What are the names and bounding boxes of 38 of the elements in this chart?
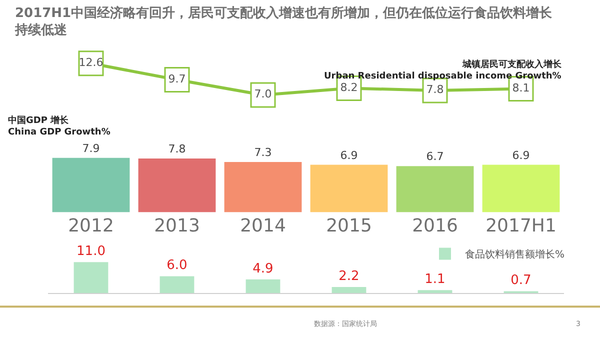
bar: [138, 158, 216, 212]
data-label: 8.2: [340, 80, 358, 94]
text: 中国GDP 增长 China GDP Growth%: [8, 115, 110, 138]
data-label: 8.1: [512, 82, 530, 95]
data-label: 4.9: [252, 261, 274, 276]
x-tick-label: 2016: [412, 215, 458, 236]
series-label: 城镇居民可支配收入增长 Urban Residential disposable income Growth%: [324, 59, 562, 82]
bar: [52, 158, 130, 212]
data-label: 2.2: [338, 268, 360, 284]
legend-label: 食品饮料销售额增长%: [465, 248, 565, 261]
bar: [160, 276, 194, 294]
bar: [396, 166, 474, 212]
bar: [74, 262, 108, 294]
bar: [418, 290, 452, 294]
x-tick-label: 2017H1: [486, 215, 556, 236]
data-label: 7.9: [82, 142, 100, 155]
data-label: 6.9: [512, 148, 530, 162]
data-label: 7.8: [168, 142, 186, 156]
data-label: 6.9: [340, 148, 358, 162]
bar: [332, 286, 366, 294]
data-label: 1.1: [424, 272, 446, 288]
x-tick-label: 2015: [326, 215, 372, 236]
data-label: 7.3: [254, 146, 272, 160]
bar: [482, 164, 560, 212]
data-label: 7.0: [254, 88, 272, 101]
x-tick-label: 2013: [154, 215, 200, 236]
chart-title: 2017H1中国经济略有回升，居民可支配收入增速也有所增加，但仍在低位运行食品饮料增长持续低迷: [14, 5, 554, 38]
data-label: 6.7: [426, 150, 444, 164]
bar: [224, 162, 302, 212]
x-tick-label: 2012: [68, 215, 114, 236]
data-label: 6.0: [166, 258, 188, 274]
data-label: 7.8: [426, 83, 444, 96]
data-label: 11.0: [76, 244, 106, 260]
data-label: 0.7: [510, 273, 532, 288]
x-tick-label: 2014: [240, 215, 286, 236]
bar: [246, 279, 280, 294]
data-label: 9.7: [168, 72, 186, 86]
bar: [310, 164, 388, 212]
